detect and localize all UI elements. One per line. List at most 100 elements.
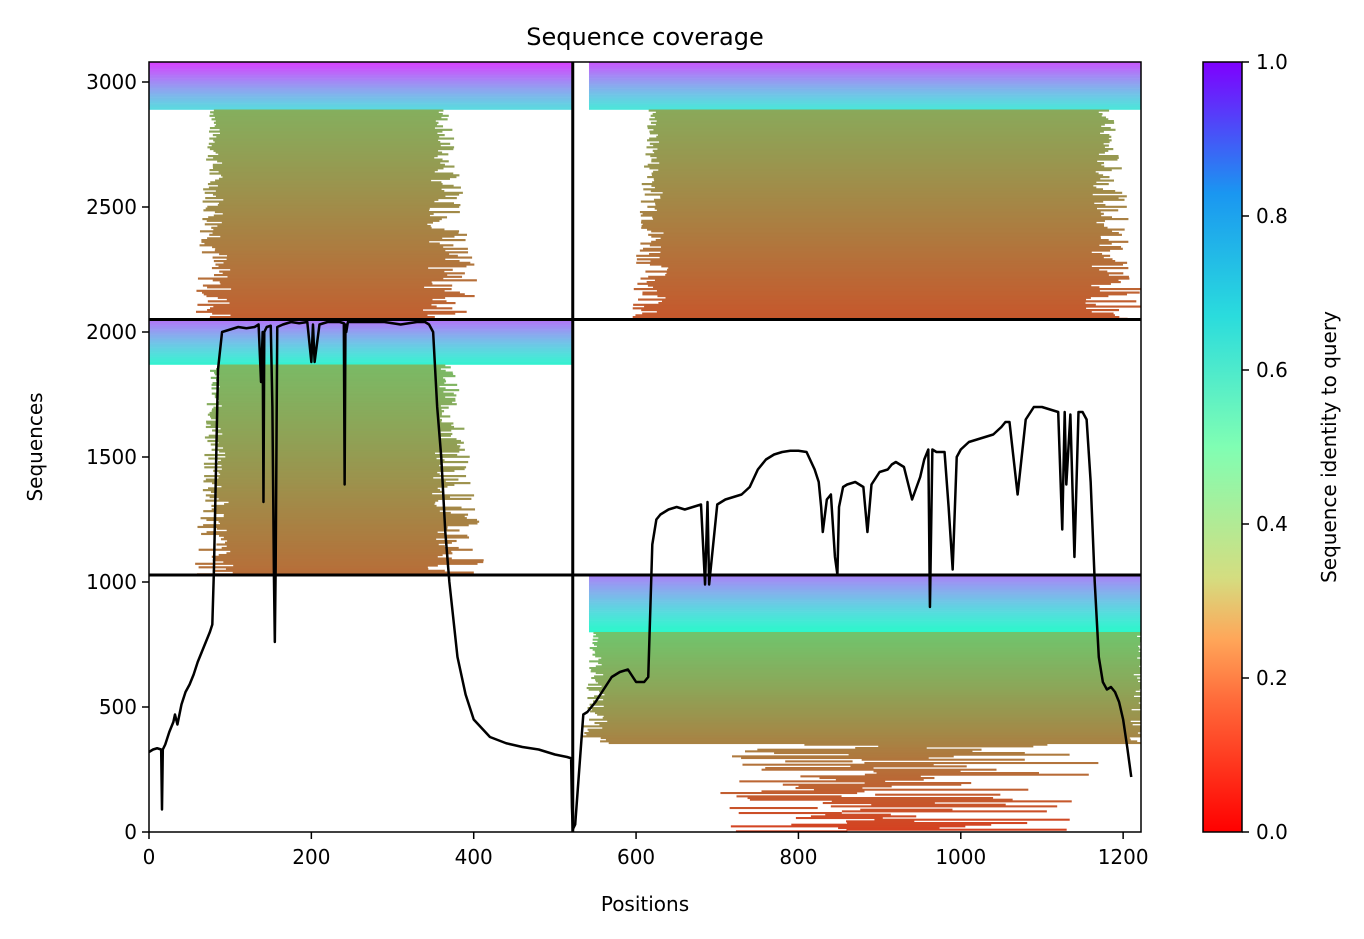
coverage-row <box>149 353 573 355</box>
coverage-row <box>201 532 446 536</box>
coverage-row <box>593 700 1141 703</box>
coverage-row <box>795 817 883 820</box>
coverage-row <box>649 167 1122 170</box>
coverage-row <box>747 797 994 800</box>
coverage-row <box>212 279 477 282</box>
coverage-row <box>835 778 924 781</box>
coverage-row <box>647 176 1110 179</box>
coverage-row <box>222 176 457 179</box>
coverage-row <box>210 181 442 184</box>
coverage-row <box>230 314 428 317</box>
coverage-row <box>149 85 573 88</box>
coverage-row <box>149 322 573 325</box>
coverage-row <box>212 559 484 562</box>
coverage-row <box>592 653 1141 656</box>
coverage-row <box>208 487 438 490</box>
coverage-row <box>149 324 573 326</box>
coverage-row <box>149 333 573 335</box>
y-tick-label: 2000 <box>86 320 137 344</box>
coverage-row <box>848 753 1070 756</box>
coverage-row <box>217 296 446 299</box>
coverage-row <box>209 307 453 310</box>
coverage-row <box>204 436 440 439</box>
coverage-row <box>588 94 1141 96</box>
coverage-row <box>223 560 484 564</box>
coverage-row <box>220 459 445 462</box>
coverage-row <box>215 445 461 448</box>
coverage-row <box>874 818 1070 821</box>
coverage-row <box>213 371 453 374</box>
coverage-row <box>149 351 573 353</box>
coverage-row <box>206 420 442 423</box>
coverage-row <box>810 815 917 818</box>
coverage-row <box>589 667 1141 670</box>
coverage-row <box>656 310 1092 313</box>
coverage-row <box>736 795 842 798</box>
coverage-row <box>213 121 439 124</box>
coverage-row <box>791 823 992 826</box>
coverage-row <box>149 328 573 330</box>
coverage-row <box>588 579 1141 581</box>
coverage-row <box>665 296 1091 299</box>
coverage-row <box>594 712 1141 715</box>
coverage-row <box>218 265 467 268</box>
coverage-row <box>149 95 573 97</box>
coverage-row <box>602 727 1141 730</box>
coverage-row <box>588 104 1141 107</box>
coverage-row <box>214 116 442 119</box>
coverage-row <box>198 548 473 551</box>
coverage-row <box>207 183 443 186</box>
coverage-row <box>204 453 458 457</box>
coverage-row <box>215 195 446 198</box>
coverage-row <box>149 345 573 347</box>
coverage-row <box>588 590 1141 593</box>
coverage-row <box>643 247 1123 250</box>
coverage-row <box>588 65 1141 68</box>
coverage-row <box>642 223 1105 226</box>
coverage-row <box>205 207 430 210</box>
coverage-row <box>205 499 439 502</box>
coverage-row <box>588 90 1141 92</box>
coverage-row <box>588 72 1141 75</box>
coverage-row <box>208 186 461 189</box>
coverage-row <box>650 190 1116 193</box>
coverage-row <box>653 144 1109 147</box>
coverage-row <box>765 767 874 770</box>
coverage-row <box>219 522 478 525</box>
coverage-row <box>149 97 573 100</box>
colorbar-tick-label: 0.2 <box>1256 666 1288 690</box>
coverage-row <box>149 329 573 332</box>
coverage-row <box>204 466 467 469</box>
coverage-row <box>590 670 1141 673</box>
coverage-row <box>594 695 1135 698</box>
coverage-row <box>201 251 469 254</box>
block-chain2-hetero <box>582 575 1141 832</box>
coverage-row <box>200 517 467 520</box>
coverage-row <box>212 165 455 168</box>
coverage-row <box>861 758 1025 761</box>
coverage-row <box>864 782 972 785</box>
coverage-row <box>588 602 1141 604</box>
coverage-row <box>588 584 1141 587</box>
coverage-row <box>656 120 1114 123</box>
coverage-row <box>604 693 1141 696</box>
coverage-row <box>213 139 439 142</box>
coverage-row <box>598 658 1141 661</box>
coverage-row <box>149 358 573 361</box>
coverage-row <box>207 413 442 416</box>
coverage-row <box>218 471 438 474</box>
coverage-row <box>738 812 842 815</box>
coverage-row <box>594 675 1141 678</box>
coverage-row <box>607 720 1131 723</box>
coverage-row <box>222 432 453 436</box>
coverage-row <box>208 216 448 219</box>
coverage-row <box>655 239 1109 242</box>
coverage-row <box>588 84 1141 87</box>
coverage-row <box>588 730 1141 733</box>
coverage-row <box>149 92 573 95</box>
x-tick-label: 0 <box>143 845 156 869</box>
coverage-row <box>203 510 440 513</box>
coverage-row <box>213 228 445 231</box>
coverage-row <box>761 790 865 793</box>
coverage-row <box>149 84 573 87</box>
